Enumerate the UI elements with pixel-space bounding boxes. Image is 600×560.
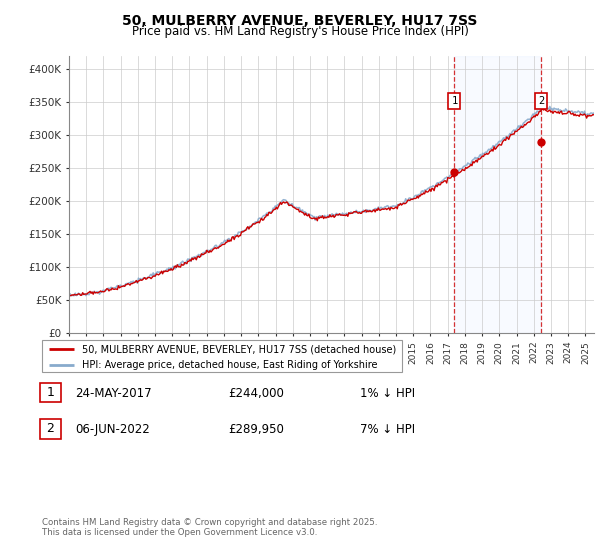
Bar bbox=[454, 56, 541, 333]
Text: 06-JUN-2022: 06-JUN-2022 bbox=[75, 423, 150, 436]
Text: Price paid vs. HM Land Registry's House Price Index (HPI): Price paid vs. HM Land Registry's House … bbox=[131, 25, 469, 38]
Text: HPI: Average price, detached house, East Riding of Yorkshire: HPI: Average price, detached house, East… bbox=[82, 360, 377, 370]
FancyBboxPatch shape bbox=[40, 383, 61, 402]
Text: 50, MULBERRY AVENUE, BEVERLEY, HU17 7SS: 50, MULBERRY AVENUE, BEVERLEY, HU17 7SS bbox=[122, 14, 478, 28]
Text: 1: 1 bbox=[46, 386, 55, 399]
Text: 2: 2 bbox=[538, 96, 544, 106]
Text: Contains HM Land Registry data © Crown copyright and database right 2025.
This d: Contains HM Land Registry data © Crown c… bbox=[42, 518, 377, 538]
FancyBboxPatch shape bbox=[42, 340, 402, 372]
Text: 50, MULBERRY AVENUE, BEVERLEY, HU17 7SS (detached house): 50, MULBERRY AVENUE, BEVERLEY, HU17 7SS … bbox=[82, 344, 396, 354]
Text: £244,000: £244,000 bbox=[228, 386, 284, 400]
FancyBboxPatch shape bbox=[40, 419, 61, 438]
Text: 24-MAY-2017: 24-MAY-2017 bbox=[75, 386, 152, 400]
Text: 1% ↓ HPI: 1% ↓ HPI bbox=[360, 386, 415, 400]
Text: 2: 2 bbox=[46, 422, 55, 436]
Text: £289,950: £289,950 bbox=[228, 423, 284, 436]
Text: 1: 1 bbox=[451, 96, 458, 106]
Text: 7% ↓ HPI: 7% ↓ HPI bbox=[360, 423, 415, 436]
